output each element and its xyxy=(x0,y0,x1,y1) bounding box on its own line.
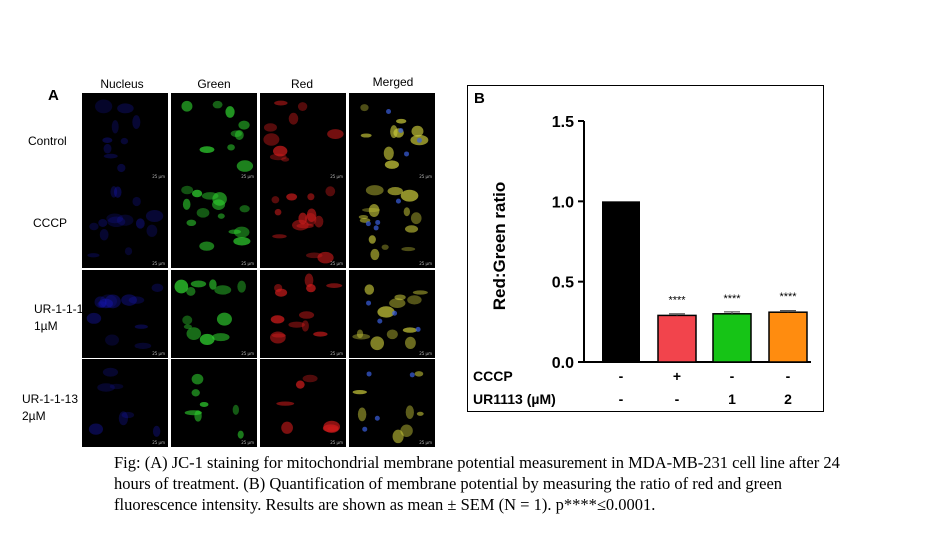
y-tick-label: 1.0 xyxy=(552,194,574,211)
column-header-green: Green xyxy=(197,77,231,91)
row-label-line: UR-1-1-13 xyxy=(34,302,91,316)
column-header-merged: Merged xyxy=(372,75,414,89)
significance-label: **** xyxy=(668,294,686,306)
scale-bar-label: 25 µm xyxy=(241,351,254,356)
row-label-line: CCCP xyxy=(33,216,68,230)
microscopy-image-merged: 25 µm xyxy=(349,270,435,358)
scale-bar-label: 25 µm xyxy=(330,351,343,356)
microscopy-image-green: 25 µm xyxy=(171,93,257,181)
scale-bar-label: 25 µm xyxy=(330,261,343,266)
treatment-row-label: UR1113 (µM) xyxy=(473,391,556,407)
microscopy-image-red: 25 µm xyxy=(260,180,346,268)
microscopy-image-nucleus: 25 µm xyxy=(82,359,168,447)
panel-b-letter: B xyxy=(474,90,485,107)
microscopy-image-nucleus: 25 µm xyxy=(82,270,168,358)
column-header-red: Red xyxy=(290,77,313,91)
microscopy-image-red: 25 µm xyxy=(260,270,346,358)
treatment-value: - xyxy=(786,368,791,384)
microscopy-image-nucleus: 25 µm xyxy=(82,93,168,181)
row-label-line: UR-1-1-13 xyxy=(22,392,79,406)
row-label-control: Control xyxy=(28,133,67,150)
microscopy-image-merged: 25 µm xyxy=(349,93,435,181)
caption-line: Fig: (A) JC-1 staining for mitochondrial… xyxy=(114,453,840,472)
microscopy-image-merged: 25 µm xyxy=(349,359,435,447)
treatment-value: + xyxy=(673,368,681,384)
row-label-line: 1µM xyxy=(34,319,58,333)
microscopy-image-red: 25 µm xyxy=(260,93,346,181)
figure-caption: Fig: (A) JC-1 staining for mitochondrial… xyxy=(114,452,914,515)
panel-a-letter: A xyxy=(48,87,59,104)
treatment-value: - xyxy=(619,368,624,384)
scale-bar-label: 25 µm xyxy=(152,174,165,179)
scale-bar-label: 25 µm xyxy=(419,440,432,445)
treatment-value: 2 xyxy=(784,391,792,407)
treatment-value: 1 xyxy=(728,391,736,407)
row-label-cccp: CCCP xyxy=(33,215,67,232)
scale-bar-label: 25 µm xyxy=(241,440,254,445)
bar-chart: Red:Green ratio 0.0 0.5 1.0 1.5 **** **** ****… xyxy=(473,114,811,407)
microscopy-image-nucleus: 25 µm xyxy=(82,180,168,268)
caption-line: fluorescence intensity. Results are show… xyxy=(114,495,656,514)
scale-bar-label: 25 µm xyxy=(419,351,432,356)
y-axis-label: Red:Green ratio xyxy=(490,182,509,310)
treatment-value: - xyxy=(619,391,624,407)
scale-bar-label: 25 µm xyxy=(241,261,254,266)
scale-bar-label: 25 µm xyxy=(152,440,165,445)
microscopy-image-green: 25 µm xyxy=(171,359,257,447)
column-header-nucleus: Nucleus xyxy=(100,77,144,91)
microscopy-image-merged: 25 µm xyxy=(349,180,435,268)
scale-bar-label: 25 µm xyxy=(419,174,432,179)
microscopy-image-green: 25 µm xyxy=(171,180,257,268)
row-label-ur-1um: UR-1-1-13 1µM xyxy=(34,301,90,335)
treatment-value: - xyxy=(730,368,735,384)
scale-bar-label: 25 µm xyxy=(241,174,254,179)
significance-label: **** xyxy=(779,291,797,303)
y-tick-label: 1.5 xyxy=(552,114,574,131)
treatment-row-label: CCCP xyxy=(473,368,513,384)
panel-b-frame: B Red:Green ratio 0.0 0.5 1.0 1.5 **** **** **… xyxy=(467,85,824,412)
scale-bar-label: 25 µm xyxy=(330,440,343,445)
bar xyxy=(602,201,640,362)
bar xyxy=(768,311,808,363)
caption-line: hours of treatment. (B) Quantification o… xyxy=(114,474,783,493)
scale-bar-label: 25 µm xyxy=(330,174,343,179)
row-label-ur-2um: UR-1-1-13 2µM xyxy=(22,391,78,425)
significance-label: **** xyxy=(723,293,741,305)
scale-bar-label: 25 µm xyxy=(419,261,432,266)
treatment-value: - xyxy=(675,391,680,407)
bar xyxy=(712,313,752,363)
y-tick-label: 0.0 xyxy=(552,355,574,372)
y-tick-label: 0.5 xyxy=(552,275,574,292)
scale-bar-label: 25 µm xyxy=(152,351,165,356)
scale-bar-label: 25 µm xyxy=(152,261,165,266)
row-label-line: Control xyxy=(28,134,67,148)
bar xyxy=(657,314,697,363)
microscopy-image-green: 25 µm xyxy=(171,270,257,358)
row-label-line: 2µM xyxy=(22,409,46,423)
microscopy-image-red: 25 µm xyxy=(260,359,346,447)
